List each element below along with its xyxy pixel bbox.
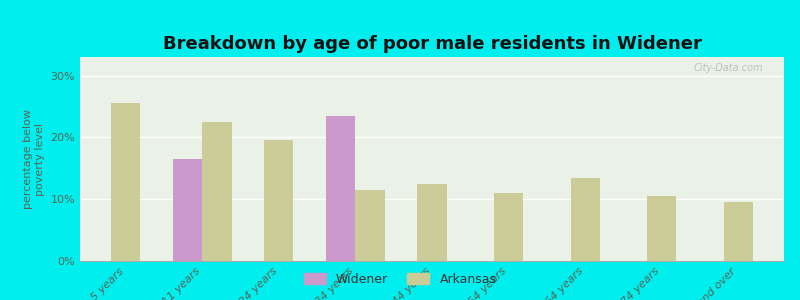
Legend: Widener, Arkansas: Widener, Arkansas bbox=[298, 268, 502, 291]
Title: Breakdown by age of poor male residents in Widener: Breakdown by age of poor male residents … bbox=[162, 35, 702, 53]
Bar bbox=[494, 193, 523, 261]
Bar bbox=[111, 103, 141, 261]
Bar bbox=[570, 178, 599, 261]
Bar bbox=[174, 159, 202, 261]
Bar bbox=[326, 116, 355, 261]
Bar bbox=[723, 202, 753, 261]
Bar bbox=[202, 122, 231, 261]
Text: City-Data.com: City-Data.com bbox=[694, 63, 763, 73]
Y-axis label: percentage below
poverty level: percentage below poverty level bbox=[23, 109, 45, 209]
Bar bbox=[355, 190, 385, 261]
Bar bbox=[265, 140, 294, 261]
Bar bbox=[647, 196, 676, 261]
Bar bbox=[418, 184, 446, 261]
